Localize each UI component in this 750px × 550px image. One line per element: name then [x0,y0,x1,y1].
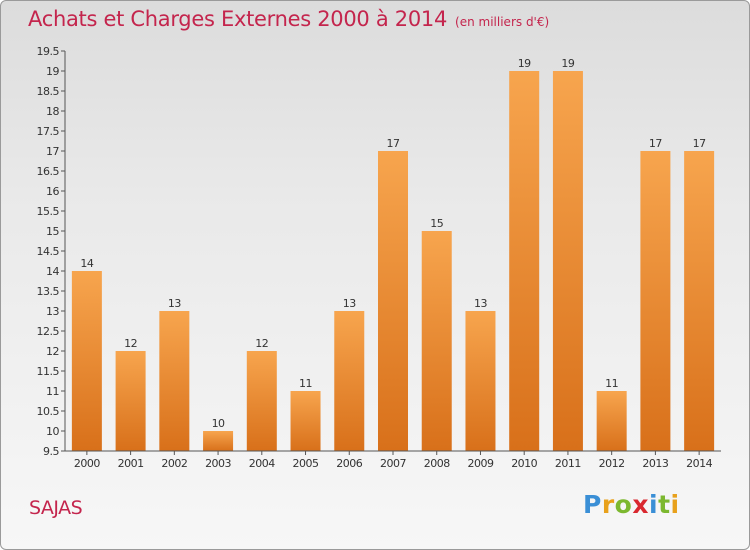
x-tick-label: 2007 [380,457,406,470]
chart-title: Achats et Charges Externes 2000 à 2014 [28,7,448,31]
bar-value-label: 12 [124,337,137,350]
y-tick-label: 15 [46,225,59,238]
x-tick-label: 2012 [599,457,625,470]
y-tick-label: 19 [46,65,59,78]
bar-2005 [290,391,321,451]
bar-2010 [509,71,540,451]
bar-value-label: 19 [518,57,531,70]
bar-2013 [640,151,671,451]
x-tick-label: 2013 [642,457,668,470]
y-tick-label: 12.5 [37,325,60,338]
logo-letter: o [614,490,633,519]
bar-value-label: 11 [299,377,312,390]
bar-2004 [246,351,277,451]
y-tick-label: 19.5 [37,45,60,58]
x-tick-label: 2005 [293,457,319,470]
bar-value-label: 14 [80,257,93,270]
x-tick-label: 2009 [467,457,493,470]
x-tick-label: 2011 [555,457,581,470]
y-tick-label: 18.5 [37,85,60,98]
y-tick-label: 14 [46,265,59,278]
bar-value-label: 10 [212,417,225,430]
x-tick-label: 2008 [424,457,450,470]
x-tick-label: 2001 [118,457,144,470]
bar-2006 [334,311,365,451]
x-axis: 2000 2001 2002 2003 2004 2005 2006 2007 2008 2009… [65,450,721,470]
bar-2003 [203,431,234,451]
y-tick-label: 13.5 [37,285,60,298]
x-tick-label: 2000 [74,457,100,470]
y-tick-label: 16.5 [37,165,60,178]
bar-2000 [71,271,102,451]
y-tick-label: 10 [46,425,59,438]
y-tick-label: 17.5 [37,125,60,138]
y-tick-label: 13 [46,305,59,318]
bar-2014 [684,151,715,451]
bar-2008 [421,231,452,451]
y-tick-label: 11 [46,385,59,398]
bar-2007 [378,151,408,451]
bar-value-label: 11 [605,377,618,390]
y-axis: 9.5 10 10.5 11 11.5 12 12.5 13 13.5 14 14.5 15 15.5 1… [37,45,66,458]
proxiti-logo[interactable]: Proxiti [583,490,680,519]
logo-letter: r [601,490,615,519]
x-tick-label: 2006 [336,457,362,470]
bar-2011 [552,71,583,451]
x-tick-label: 2004 [249,457,275,470]
x-tick-label: 2003 [205,457,231,470]
y-tick-label: 18 [46,105,59,118]
y-tick-label: 17 [46,145,59,158]
logo-letter: i [649,490,659,519]
y-tick-label: 12 [46,345,59,358]
bar-value-label: 19 [561,57,574,70]
bar-value-label: 13 [474,297,487,310]
place-name: SAJAS [29,497,83,519]
y-tick-label: 14.5 [37,245,60,258]
bar-value-label: 17 [649,137,662,150]
bar-value-label: 13 [343,297,356,310]
bar-value-label: 17 [387,137,400,150]
bar-2001 [115,351,146,451]
x-tick-label: 2014 [686,457,712,470]
bar-2012 [596,391,627,451]
chart-title-line: Achats et Charges Externes 2000 à 2014 (e… [28,7,549,31]
bar-value-label: 12 [255,337,268,350]
y-tick-label: 10.5 [37,405,60,418]
bars-group: 14 12 13 10 12 11 13 17 15 13 19 19 11 17 17 [71,57,715,451]
logo-letter: i [670,490,680,519]
x-tick-label: 2010 [511,457,537,470]
bar-value-label: 15 [430,217,443,230]
y-tick-label: 11.5 [37,365,60,378]
logo-letter: P [583,490,602,519]
chart-subtitle: (en milliers d'€) [455,15,550,29]
logo-letter: x [632,490,649,519]
y-tick-label: 15.5 [37,205,60,218]
x-tick-label: 2002 [161,457,187,470]
bar-2002 [159,311,190,451]
bar-2009 [465,311,496,451]
bar-value-label: 17 [693,137,706,150]
logo-letter: t [658,490,671,519]
y-tick-label: 9.5 [43,445,59,458]
bar-value-label: 13 [168,297,181,310]
y-tick-label: 16 [46,185,59,198]
